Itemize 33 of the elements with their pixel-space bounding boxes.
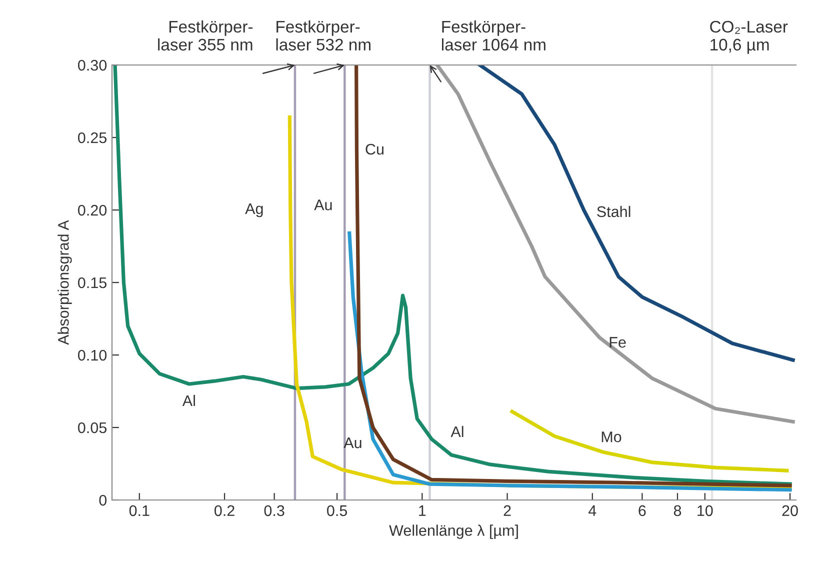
x-tick-label: 0.3 bbox=[264, 505, 284, 516]
y-tick-label: 0.05 bbox=[78, 422, 106, 434]
annotation: Al bbox=[182, 394, 195, 406]
annotation: Mo bbox=[602, 432, 622, 442]
annotation: Au bbox=[314, 200, 332, 210]
annotation: Au bbox=[344, 438, 362, 448]
y-axis-title: Absorptionsgrad A bbox=[58, 220, 72, 345]
annotation: Al bbox=[450, 426, 464, 437]
y-tick-label: 0 bbox=[99, 494, 107, 506]
y-tick-label: 0.20 bbox=[78, 204, 107, 216]
annotation: Stahl bbox=[597, 206, 630, 218]
ref-line-label: CO₂-Laser 10,6 µm bbox=[710, 20, 788, 54]
ref-line-label: Festkörper- laser 1064 nm bbox=[442, 20, 546, 51]
x-tick-label: 0.5 bbox=[327, 505, 348, 516]
x-tick-label: 6 bbox=[638, 505, 646, 516]
x-axis-title: Wellenlänge λ [µm] bbox=[389, 524, 518, 539]
y-tick-label: 0.10 bbox=[78, 350, 107, 361]
y-tick-label: 0.25 bbox=[78, 132, 106, 144]
x-tick-label: 4 bbox=[588, 505, 596, 516]
ref-line-label: Festkörper- laser 355 nm bbox=[158, 20, 253, 51]
x-tick-label: 0.2 bbox=[214, 505, 234, 516]
x-tick-label: 2 bbox=[504, 505, 511, 516]
x-tick-label: 0.1 bbox=[129, 505, 150, 516]
ref-line-label: Festkörper- laser 532 nm bbox=[276, 20, 370, 51]
x-tick-label: 1 bbox=[419, 505, 426, 516]
y-tick-label: 0.15 bbox=[78, 277, 106, 288]
x-tick-label: 10 bbox=[698, 505, 713, 516]
annotation: Fe bbox=[610, 337, 626, 348]
x-tick-label: 8 bbox=[674, 505, 682, 516]
annotation: Ag bbox=[245, 203, 263, 218]
annotation: Cu bbox=[366, 144, 384, 155]
y-tick-label: 0.30 bbox=[78, 60, 107, 71]
x-tick-label: 20 bbox=[782, 505, 798, 516]
